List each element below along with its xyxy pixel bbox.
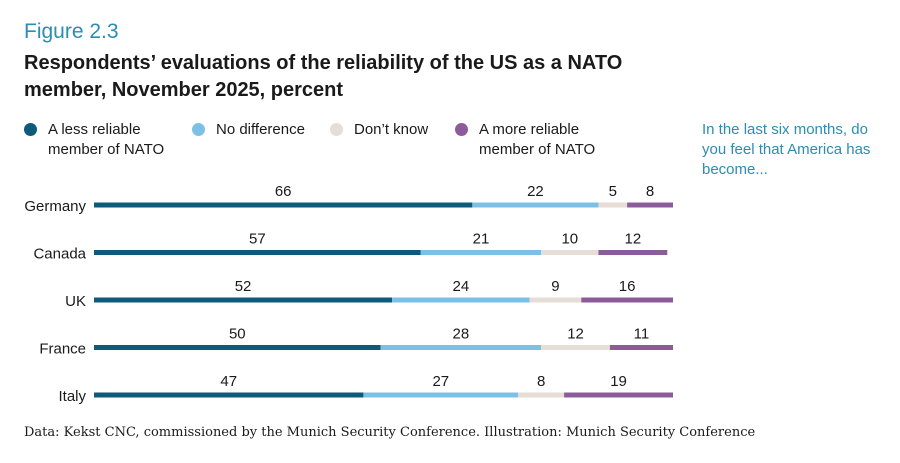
category-label-germany: Germany [24, 198, 86, 215]
value-label-italy-a-more-reliable-member-of-nato: 19 [610, 373, 627, 390]
bar-uk-no-difference [392, 297, 530, 303]
value-label-canada-a-more-reliable-member-of-nato: 12 [625, 231, 642, 248]
category-label-canada: Canada [33, 246, 86, 263]
value-label-canada-don-t-know: 10 [561, 231, 578, 248]
bar-france-no-difference [380, 345, 542, 350]
figure-label: Figure 2.3 [24, 20, 119, 43]
value-label-france-a-more-reliable-member-of-nato: 11 [634, 326, 650, 343]
value-label-uk-don-t-know: 9 [551, 278, 559, 295]
bar-germany-a-more-reliable-member-of-nato [627, 202, 673, 208]
value-label-italy-don-t-know: 8 [537, 373, 545, 390]
value-label-uk-a-less-reliable-member-of-nato: 52 [235, 278, 252, 295]
bar-canada-a-less-reliable-member-of-nato [94, 250, 421, 255]
legend-swatch-dont-know [330, 123, 343, 136]
bar-italy-a-less-reliable-member-of-nato [94, 392, 364, 398]
category-label-uk: UK [65, 293, 86, 310]
value-label-germany-don-t-know: 5 [609, 183, 617, 200]
legend-swatch-less-reliable [24, 123, 37, 136]
chart-title: Respondents’ evaluations of the reliabil… [24, 52, 623, 101]
bar-germany-don-t-know [598, 202, 628, 208]
value-label-canada-a-less-reliable-member-of-nato: 57 [249, 231, 266, 248]
value-label-germany-a-more-reliable-member-of-nato: 8 [646, 183, 654, 200]
legend-swatch-no-difference [192, 123, 205, 136]
value-label-italy-a-less-reliable-member-of-nato: 47 [220, 373, 237, 390]
bar-italy-don-t-know [518, 392, 565, 398]
value-label-canada-no-difference: 21 [473, 231, 490, 248]
category-label-france: France [39, 341, 86, 358]
bar-canada-a-more-reliable-member-of-nato [598, 250, 668, 255]
value-label-france-a-less-reliable-member-of-nato: 50 [229, 326, 246, 343]
value-label-france-no-difference: 28 [453, 326, 470, 343]
value-label-uk-a-more-reliable-member-of-nato: 16 [619, 278, 636, 295]
value-label-germany-a-less-reliable-member-of-nato: 66 [275, 183, 292, 200]
legend-label-more-reliable: A more reliable member of NATO [479, 121, 596, 158]
bar-france-a-more-reliable-member-of-nato [609, 345, 673, 350]
source-note: Data: Kekst CNC, commissioned by the Mun… [24, 425, 756, 440]
survey-question: In the last six months, do you feel that… [702, 121, 871, 178]
value-label-uk-no-difference: 24 [453, 278, 470, 295]
bar-france-a-less-reliable-member-of-nato [94, 345, 381, 350]
legend-label-dont-know: Don’t know [354, 121, 429, 138]
legend-swatch-more-reliable [455, 123, 468, 136]
bar-uk-don-t-know [529, 297, 582, 303]
bar-canada-don-t-know [541, 250, 599, 255]
legend-label-less-reliable: A less reliable member of NATO [48, 121, 165, 158]
bar-germany-a-less-reliable-member-of-nato [94, 202, 473, 208]
category-label-italy: Italy [58, 388, 86, 405]
bar-germany-no-difference [472, 202, 599, 208]
bar-canada-no-difference [420, 250, 542, 255]
bar-uk-a-more-reliable-member-of-nato [581, 297, 673, 303]
bar-italy-no-difference [363, 392, 519, 398]
value-label-italy-no-difference: 27 [432, 373, 449, 390]
bar-italy-a-more-reliable-member-of-nato [564, 392, 673, 398]
bar-uk-a-less-reliable-member-of-nato [94, 297, 393, 303]
bar-france-don-t-know [541, 345, 610, 350]
value-label-germany-no-difference: 22 [527, 183, 544, 200]
value-label-france-don-t-know: 12 [567, 326, 584, 343]
legend-label-no-difference: No difference [216, 121, 305, 138]
